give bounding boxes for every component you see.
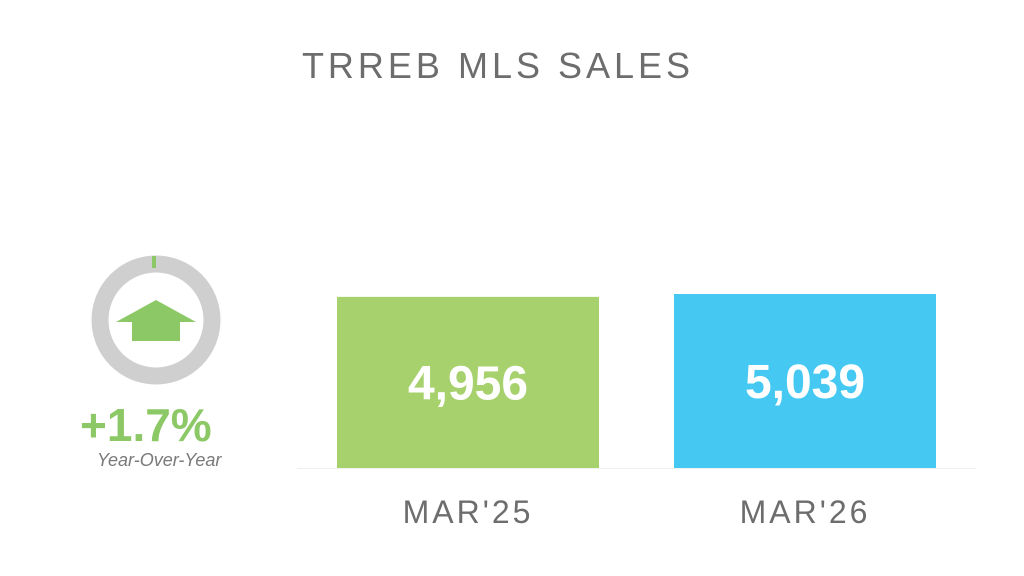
chart-title: TRREB MLS SALES (301, 45, 695, 86)
up-arrow-icon (116, 300, 196, 341)
bar-value-label-0: 4,956 (408, 357, 528, 410)
category-label-0: MAR'25 (403, 494, 534, 530)
bar-0 (337, 296, 599, 468)
bar-value-label-1: 5,039 (745, 356, 865, 409)
yoy-ring (91, 255, 221, 385)
bar-1 (674, 294, 936, 468)
yoy-label: Year-Over-Year (97, 450, 222, 470)
yoy-indicator: +1.7% Year-Over-Year (60, 250, 260, 480)
category-label-1: MAR'26 (740, 494, 871, 530)
yoy-change-value: +1.7% (80, 399, 212, 451)
yoy-ring-marker (152, 256, 156, 268)
